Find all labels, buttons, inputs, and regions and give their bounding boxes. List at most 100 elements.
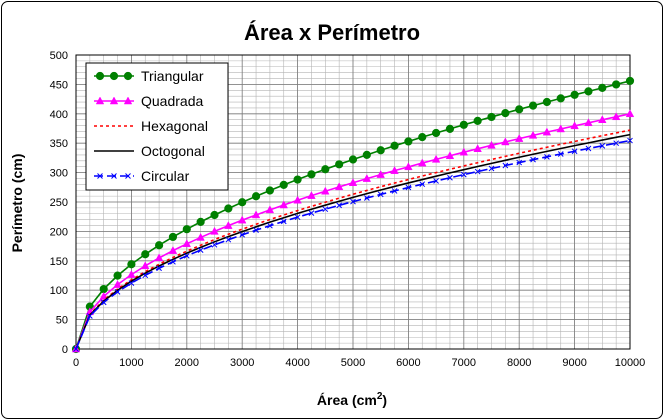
series-point-triangular [404, 137, 413, 146]
plot-border [75, 54, 631, 350]
series-point-circular [322, 206, 329, 213]
y-tick-label: 250 [50, 197, 68, 209]
series-point-quadrada [196, 232, 205, 241]
series-point-circular [613, 140, 620, 147]
series-point-quadrada [362, 174, 372, 182]
x-axis-label: Área (cm2) [317, 391, 387, 408]
series-point-circular [267, 222, 273, 229]
series-point-triangular [432, 128, 441, 138]
series-point-triangular [528, 101, 538, 110]
y-tick-label: 450 [50, 79, 68, 91]
series-point-circular [211, 241, 218, 248]
series-point-quadrada [127, 270, 136, 278]
plot-area: 0 1000 2000 3000 4000 5000 6000 7000 8000 9000 100… [50, 50, 646, 369]
series-point-triangular [542, 97, 552, 107]
x-tick-label: 9000 [562, 357, 586, 369]
x-tick-label: 3000 [230, 357, 254, 369]
series-point-triangular [473, 116, 482, 125]
series-point-quadrada [141, 261, 150, 270]
series-point-triangular [335, 160, 344, 169]
series-point-circular [225, 236, 232, 243]
series-point-triangular [293, 175, 302, 184]
series-point-triangular [501, 108, 510, 118]
series-point-triangular [418, 133, 427, 142]
series-point-circular [183, 252, 190, 259]
series-point-quadrada [487, 140, 496, 149]
series-point-quadrada [237, 215, 247, 224]
series-point-circular [433, 178, 439, 184]
y-tick-label: 300 [50, 168, 68, 180]
series-point-circular [294, 214, 301, 221]
y-tick-label: 50 [56, 315, 68, 327]
x-tick-label: 4000 [285, 357, 309, 369]
series-point-circular [557, 151, 564, 157]
series-point-circular [599, 142, 606, 149]
series-point-quadrada [210, 226, 219, 235]
series-point-triangular [598, 83, 607, 92]
legend-label-hexagonal: Hexagonal [141, 118, 208, 134]
series-point-triangular [99, 284, 108, 294]
series-point-quadrada [348, 178, 358, 186]
series-point-circular [350, 198, 356, 205]
series-point-quadrada [611, 112, 621, 121]
series-point-quadrada [598, 115, 607, 123]
x-tick-label: 10000 [615, 357, 646, 369]
x-tick-label: 2000 [175, 357, 199, 369]
series-point-circular [170, 258, 176, 265]
legend-label-triangular: Triangular [141, 68, 204, 84]
legend-label-quadrada: Quadrada [141, 93, 203, 109]
series-point-circular [488, 165, 495, 172]
x-tick-label: 0 [73, 357, 79, 369]
series-point-quadrada [182, 239, 192, 248]
legend-marker-circular [97, 173, 103, 179]
series-point-circular [156, 265, 162, 272]
series-point-circular [114, 289, 121, 295]
series-point-triangular [445, 124, 455, 133]
series-point-quadrada [390, 166, 399, 174]
series-line-hexagonal [75, 129, 631, 350]
series-point-quadrada [514, 134, 524, 142]
series-point-triangular [515, 105, 524, 114]
y-tick-label: 100 [50, 285, 68, 297]
series-point-triangular [625, 76, 635, 86]
series-point-triangular [459, 120, 468, 129]
series-point-circular [363, 195, 370, 201]
legend-label-octogonal: Octogonal [141, 143, 205, 159]
series-point-circular [544, 153, 550, 160]
series-point-circular [502, 162, 509, 169]
series-point-quadrada [418, 158, 427, 167]
series-point-circular [336, 202, 343, 209]
series-point-triangular [127, 260, 136, 269]
series-point-quadrada [224, 221, 233, 229]
x-tick-label: 5000 [341, 357, 365, 369]
series-point-circular [142, 272, 149, 279]
series-point-circular [405, 184, 412, 191]
series-point-quadrada [473, 144, 482, 152]
series-point-quadrada [154, 253, 164, 262]
series-point-circular [516, 159, 523, 166]
legend-marker-triangular [95, 71, 105, 81]
series-point-circular [239, 231, 246, 238]
legend-marker-triangular [109, 71, 119, 81]
series-point-circular [253, 227, 259, 234]
series-point-circular [447, 174, 453, 181]
series-point-circular [197, 247, 204, 253]
series-point-triangular [182, 225, 191, 234]
series-point-triangular [238, 198, 247, 207]
series-point-triangular [155, 241, 164, 250]
y-tick-label: 350 [50, 138, 68, 150]
series-point-quadrada [265, 205, 275, 214]
series-point-circular [530, 156, 536, 163]
y-tick-label: 200 [50, 226, 68, 238]
series-point-circular [73, 346, 79, 352]
legend-marker-circular [125, 173, 131, 179]
series-point-triangular [612, 80, 621, 89]
series-point-quadrada [113, 280, 122, 288]
series-point-quadrada [501, 137, 510, 146]
series-point-quadrada [334, 182, 344, 191]
series-point-quadrada [542, 127, 552, 136]
series-point-quadrada [445, 151, 455, 160]
series-point-circular [460, 171, 467, 178]
series-point-triangular [265, 186, 274, 195]
